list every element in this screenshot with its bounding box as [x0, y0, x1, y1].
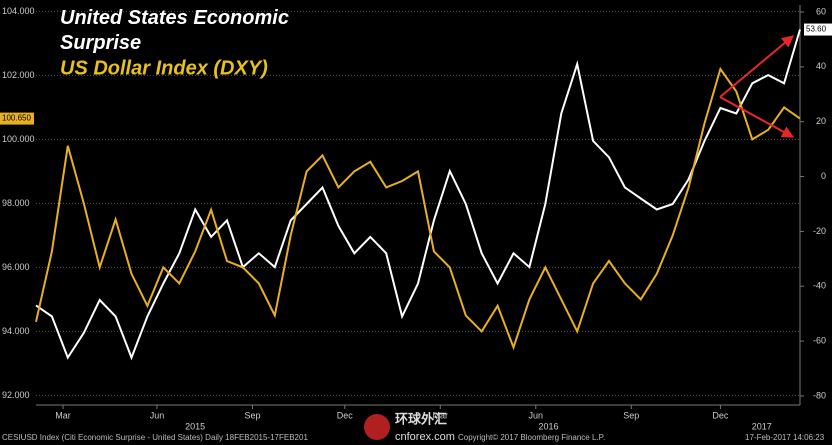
x-group-label: 2015 [185, 421, 205, 431]
legend-entry: US Dollar Index (DXY) [60, 57, 268, 79]
watermark-logo [364, 414, 390, 440]
y-tick-label: 100.000 [2, 134, 35, 144]
x-tick-label: Mar [55, 410, 71, 420]
y2-tick-label: -20 [813, 226, 826, 236]
y-tick-label: 104.000 [2, 6, 35, 16]
y2-tick-label: -60 [813, 335, 826, 345]
footer: 17-Feb-2017 14:06:23 [745, 433, 825, 442]
x-tick-label: Mar [433, 410, 449, 420]
arrow [719, 35, 794, 98]
y-tick-label: 96.000 [2, 262, 30, 272]
x-tick-label: Sep [244, 410, 260, 420]
y2-tick-label: -40 [813, 281, 826, 291]
x-tick-label: Sep [623, 410, 639, 420]
footer: Copyright© 2017 Bloomberg Finance L.P. [458, 433, 605, 442]
x-tick-label: Jun [150, 410, 165, 420]
y2-tick-label: 40 [816, 61, 826, 71]
y2-tick-label: 0 [821, 171, 826, 181]
x-group-label: 2017 [752, 421, 772, 431]
watermark: cnforex.com [395, 431, 455, 443]
plot: 92.000 94.000 96.000 98.000 100.000 102.000 10… [0, 6, 832, 431]
x-tick-label: Jun [529, 410, 544, 420]
arrow [719, 96, 795, 138]
current-value-label: 53.60 [806, 25, 827, 34]
y2-tick-label: 60 [816, 6, 826, 16]
watermark: 环球外汇 [395, 411, 447, 426]
x-tick-label: Dec [712, 410, 729, 420]
x-group-label: 2016 [539, 421, 559, 431]
footer: CESIUSD Index (Citi Economic Surprise - … [2, 433, 308, 442]
line [35, 29, 801, 361]
current-value-label: 100.650 [2, 114, 31, 123]
y2-tick-label: 20 [816, 116, 826, 126]
current-value-box [0, 112, 34, 125]
legend-entry: United States Economic Surprise [60, 7, 289, 54]
y-tick-label: 102.000 [2, 70, 35, 80]
y2-tick-label: -80 [813, 390, 826, 400]
y-tick-label: 98.000 [2, 198, 30, 208]
x-tick-label: Dec [337, 410, 354, 420]
line [35, 66, 801, 351]
y-tick-label: 92.000 [2, 390, 30, 400]
current-value-box [804, 23, 832, 36]
y-tick-label: 94.000 [2, 326, 30, 336]
